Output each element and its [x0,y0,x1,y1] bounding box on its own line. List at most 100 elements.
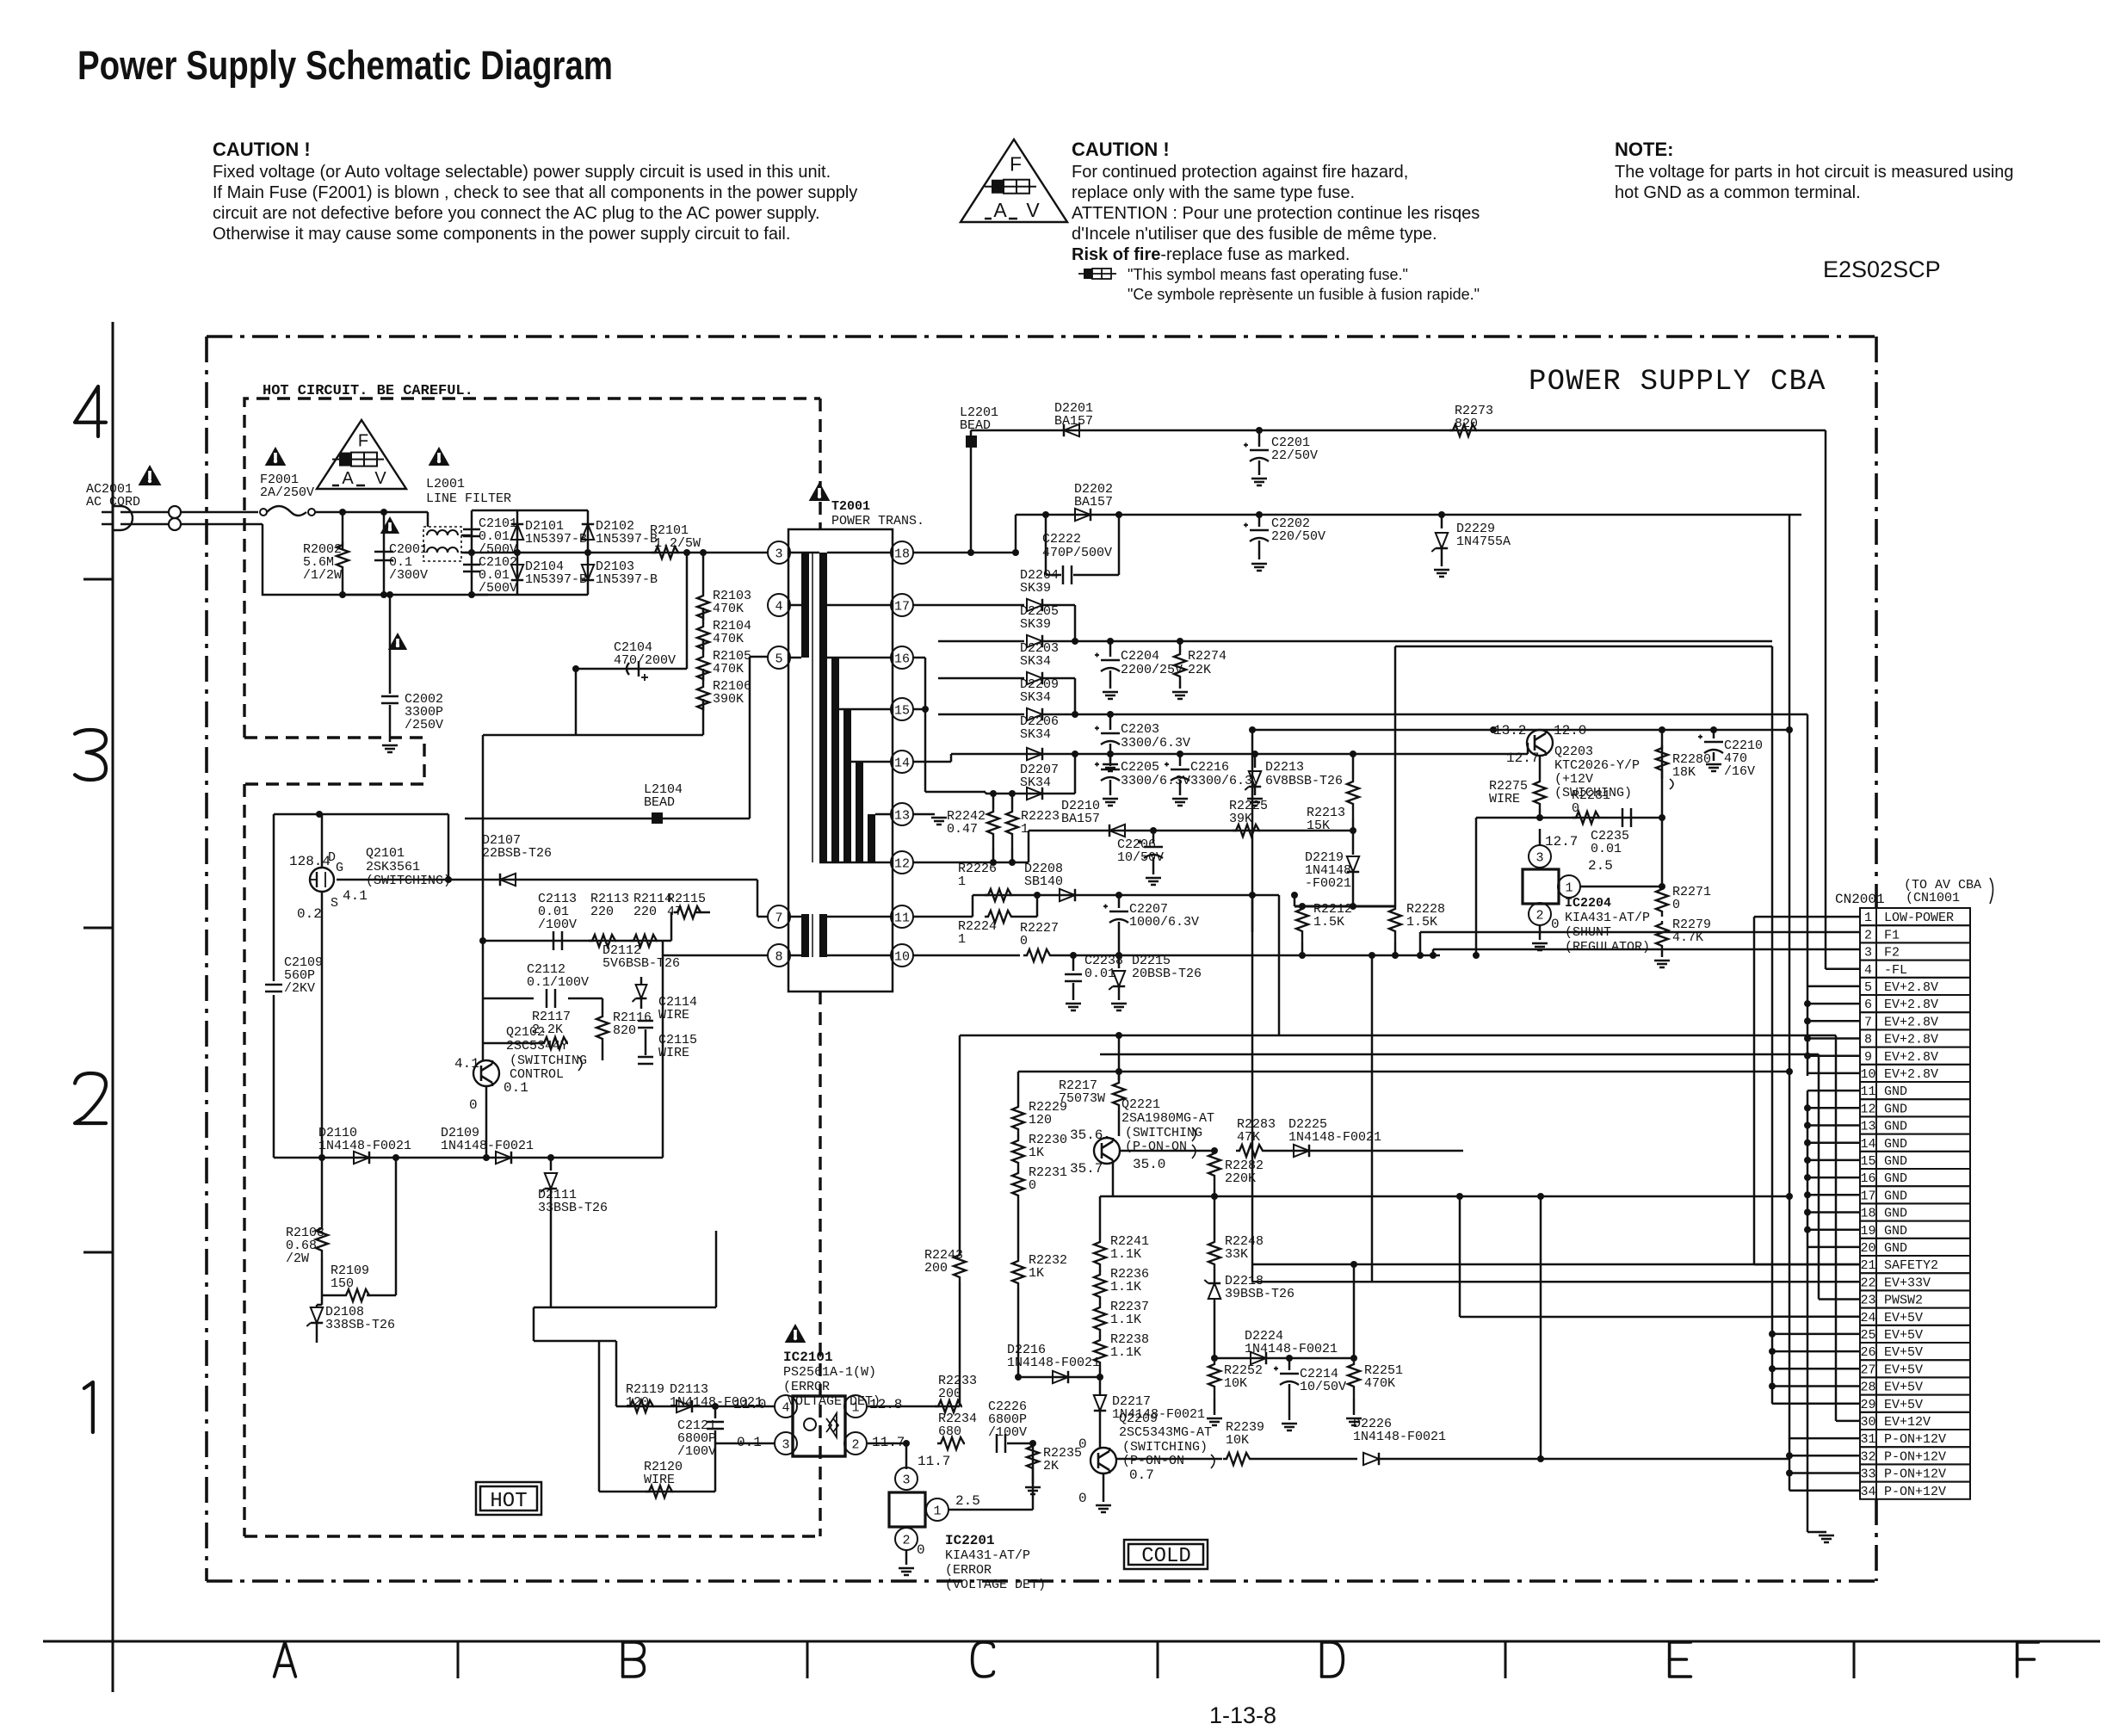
svg-text:C2002: C2002 [405,692,443,707]
svg-text:AC CORD: AC CORD [86,495,140,510]
svg-text:35.0: 35.0 [1133,1157,1165,1172]
svg-text:BA157: BA157 [1061,812,1100,826]
svg-text:R2243: R2243 [924,1248,963,1263]
svg-text:2200/25V: 2200/25V [1121,663,1183,677]
svg-text:EV+2.8V: EV+2.8V [1884,980,1938,995]
svg-text:L2201: L2201 [960,405,998,420]
svg-text:/100V: /100V [677,1444,716,1459]
svg-text:The voltage for parts in hot c: The voltage for parts in hot circuit is … [1615,163,2014,182]
svg-text:C2222: C2222 [1042,532,1081,547]
svg-text:R2231: R2231 [1029,1165,1067,1180]
svg-text:CN2001: CN2001 [1835,892,1885,907]
svg-text:21: 21 [1860,1258,1875,1273]
svg-text:R2226: R2226 [958,862,997,876]
svg-text:D2107: D2107 [482,833,521,848]
svg-text:D2217: D2217 [1112,1394,1151,1409]
svg-text:circuit are not defective befo: circuit are not defective before you con… [213,204,820,223]
svg-text:1.5K: 1.5K [1406,915,1437,930]
svg-text:SK39: SK39 [1020,581,1051,596]
svg-text:/300V: /300V [389,568,428,583]
svg-text:F: F [1010,152,1022,175]
svg-text:R2106: R2106 [713,679,751,694]
svg-text:D2224: D2224 [1245,1329,1283,1344]
svg-text:470P/500V: 470P/500V [1042,546,1112,560]
svg-text:EV+12V: EV+12V [1884,1415,1931,1430]
svg-text:2: 2 [1864,928,1872,942]
svg-text:C2202: C2202 [1271,516,1310,531]
svg-text:D2204: D2204 [1020,568,1059,583]
svg-text:32: 32 [1860,1449,1875,1464]
svg-text:1: 1 [1565,881,1573,896]
svg-text:820: 820 [613,1023,636,1038]
svg-text:1N5397-B: 1N5397-B [525,532,587,547]
svg-text:C2001: C2001 [389,542,428,557]
svg-text:2SA1980MG-AT: 2SA1980MG-AT [1121,1111,1214,1126]
svg-text:3300/6.3V: 3300/6.3V [1121,736,1190,751]
svg-text:220: 220 [633,905,657,919]
svg-text:7: 7 [1864,1015,1872,1029]
svg-text:(P-ON-ON: (P-ON-ON [1125,1140,1187,1154]
svg-text:R2232: R2232 [1029,1253,1067,1268]
svg-text:0: 0 [1078,1436,1087,1452]
svg-text:7: 7 [775,911,782,926]
svg-text:0.01: 0.01 [1084,967,1115,981]
svg-text:V: V [1026,199,1040,221]
svg-text:R2212: R2212 [1313,902,1352,917]
svg-text:2.5: 2.5 [955,1493,980,1509]
svg-text:C2203: C2203 [1121,722,1159,737]
svg-text:/500V: /500V [479,581,517,596]
svg-text:GND: GND [1884,1120,1907,1134]
svg-text:6800P: 6800P [988,1412,1027,1427]
svg-text:CAUTION !: CAUTION ! [213,139,311,160]
svg-text:0: 0 [917,1542,925,1558]
svg-text:1: 1 [1021,822,1029,837]
svg-text:8: 8 [1864,1033,1872,1047]
svg-text:22K: 22K [1188,663,1211,677]
svg-text:R2213: R2213 [1307,806,1345,820]
svg-text:KIA431-AT/P: KIA431-AT/P [1565,911,1650,925]
svg-text:0.01: 0.01 [479,529,510,544]
svg-text:820: 820 [1455,417,1478,431]
svg-text:C2113: C2113 [538,892,577,906]
svg-text:D2110: D2110 [318,1126,357,1140]
svg-text:C2101: C2101 [479,516,517,531]
svg-text:EV+5V: EV+5V [1884,1328,1923,1343]
svg-text:R2228: R2228 [1406,902,1445,917]
svg-text:470K: 470K [713,662,744,676]
svg-text:For continued protection again: For continued protection against fire ha… [1072,163,1408,182]
svg-text:A: A [342,469,354,488]
svg-text:47K: 47K [1237,1130,1260,1145]
svg-text:C2226: C2226 [988,1399,1027,1414]
svg-text:R2252: R2252 [1224,1363,1263,1378]
svg-text:CONTROL: CONTROL [510,1067,564,1082]
svg-text:470K: 470K [713,632,744,646]
svg-text:1N4755A: 1N4755A [1456,534,1511,549]
svg-text:EV+33V: EV+33V [1884,1276,1931,1290]
svg-text:3: 3 [1535,851,1543,866]
svg-text:HOT: HOT [490,1490,527,1513]
svg-text:(P-ON-ON: (P-ON-ON [1122,1454,1184,1468]
svg-text:F2001: F2001 [260,473,299,487]
svg-text:/2W: /2W [286,1251,309,1266]
svg-text:/2KV: /2KV [284,981,315,996]
svg-text:9: 9 [1864,1050,1872,1065]
svg-text:R2002: R2002 [303,542,342,557]
svg-text:LINE FILTER: LINE FILTER [426,491,511,506]
svg-text:(ERROR: (ERROR [945,1563,992,1578]
svg-text:1N4148-F0021: 1N4148-F0021 [1245,1342,1338,1356]
svg-text:T2001: T2001 [831,499,870,514]
svg-text:14: 14 [894,757,910,771]
svg-text:GND: GND [1884,1171,1907,1186]
svg-text:1N4148: 1N4148 [1305,863,1351,878]
svg-text:If Main Fuse (F2001) is blown: If Main Fuse (F2001) is blown , check to… [213,183,857,202]
svg-text:33K: 33K [1225,1247,1248,1262]
svg-text:R2237: R2237 [1110,1300,1149,1314]
svg-text:GND: GND [1884,1241,1907,1256]
svg-text:35.7: 35.7 [1070,1161,1103,1177]
svg-text:hot GND as a common terminal.: hot GND as a common terminal. [1615,183,1861,202]
svg-text:/100V: /100V [538,917,577,932]
svg-text:30: 30 [1860,1415,1875,1430]
svg-text:17: 17 [894,600,910,615]
svg-text:SAFETY2: SAFETY2 [1884,1258,1938,1273]
svg-text:R2117: R2117 [532,1010,571,1024]
